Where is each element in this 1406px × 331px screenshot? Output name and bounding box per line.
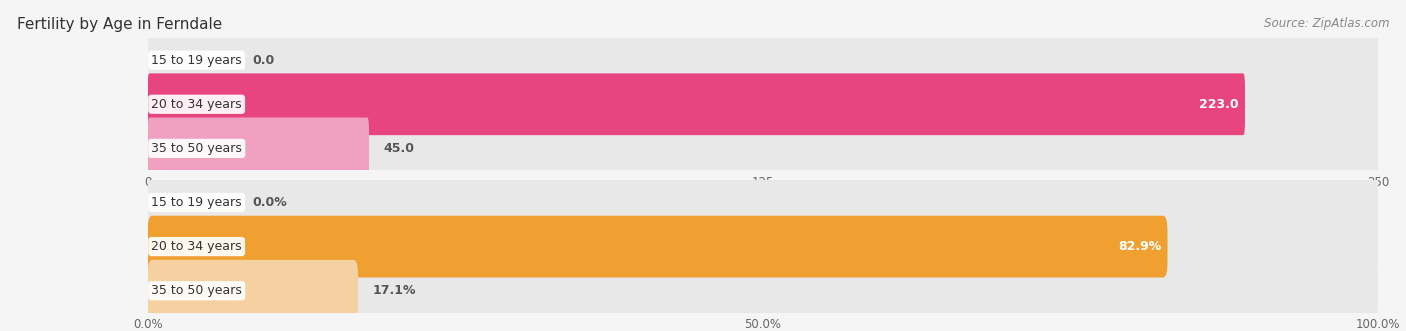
Text: 15 to 19 years: 15 to 19 years <box>152 54 242 67</box>
Text: 20 to 34 years: 20 to 34 years <box>152 240 242 253</box>
Text: 15 to 19 years: 15 to 19 years <box>152 196 242 209</box>
FancyBboxPatch shape <box>148 118 1378 179</box>
FancyBboxPatch shape <box>148 216 1167 277</box>
Text: 0.0: 0.0 <box>252 54 274 67</box>
FancyBboxPatch shape <box>148 73 1378 135</box>
Text: Source: ZipAtlas.com: Source: ZipAtlas.com <box>1264 17 1389 29</box>
FancyBboxPatch shape <box>148 118 370 179</box>
Text: 223.0: 223.0 <box>1199 98 1239 111</box>
Text: 0.0%: 0.0% <box>252 196 287 209</box>
FancyBboxPatch shape <box>148 260 359 322</box>
FancyBboxPatch shape <box>148 73 1246 135</box>
Text: 82.9%: 82.9% <box>1118 240 1161 253</box>
Text: Fertility by Age in Ferndale: Fertility by Age in Ferndale <box>17 17 222 31</box>
FancyBboxPatch shape <box>148 216 1378 277</box>
Text: 45.0: 45.0 <box>384 142 415 155</box>
Text: 35 to 50 years: 35 to 50 years <box>152 284 242 297</box>
Text: 20 to 34 years: 20 to 34 years <box>152 98 242 111</box>
Text: 35 to 50 years: 35 to 50 years <box>152 142 242 155</box>
FancyBboxPatch shape <box>148 171 1378 233</box>
FancyBboxPatch shape <box>148 260 1378 322</box>
FancyBboxPatch shape <box>148 29 1378 91</box>
Text: 17.1%: 17.1% <box>373 284 416 297</box>
